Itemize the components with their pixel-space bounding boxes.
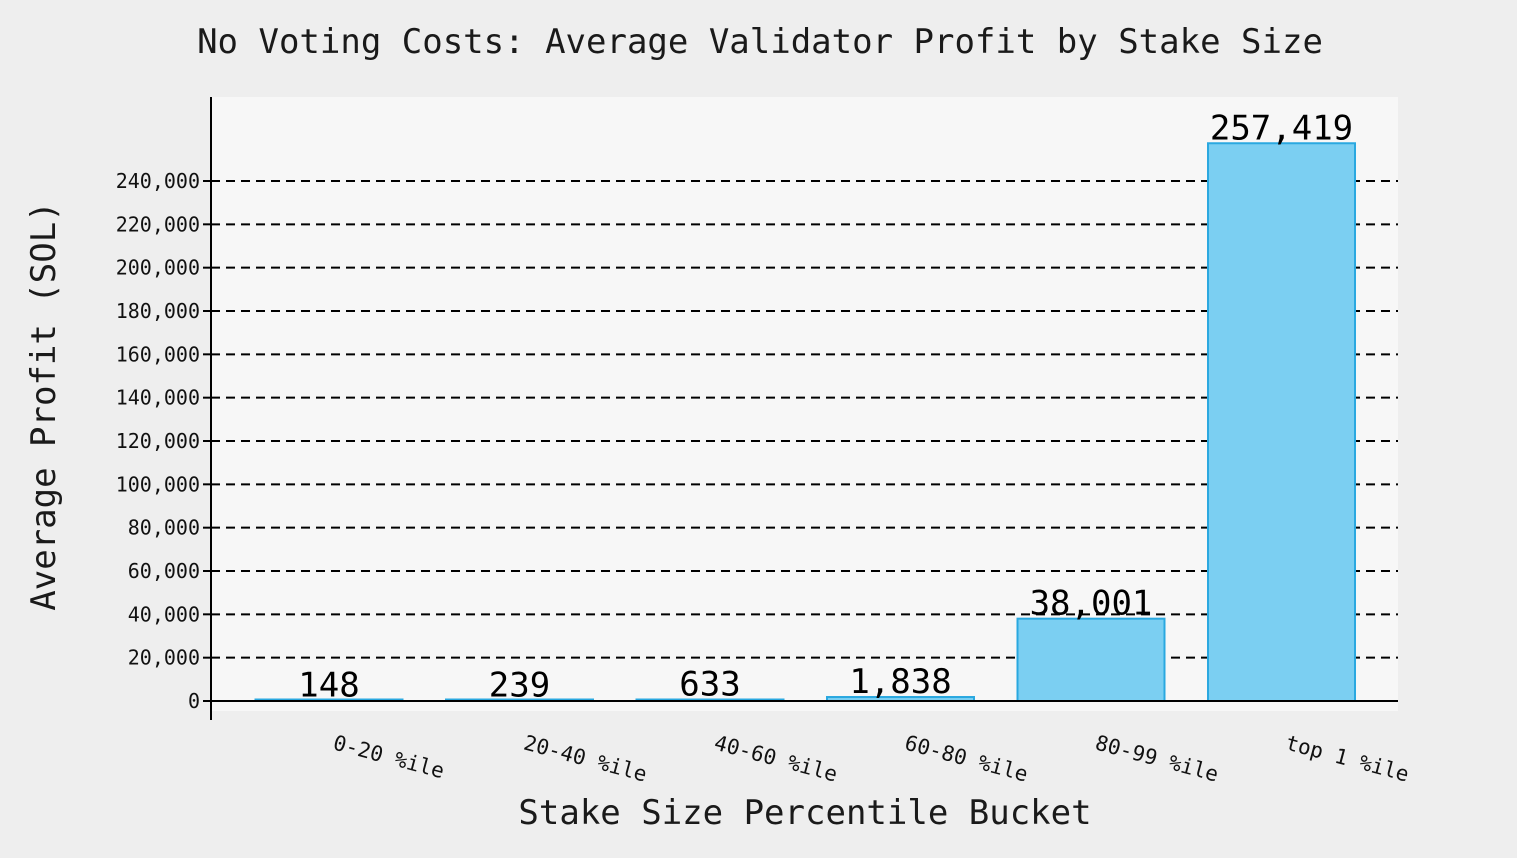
x-tick-label: top 1 %ile <box>1283 731 1411 787</box>
plot-area <box>211 97 1398 711</box>
x-tick-label: 80-99 %ile <box>1093 731 1221 787</box>
y-tick-label: 160,000 <box>116 342 200 366</box>
x-tick-label: 40-60 %ile <box>712 731 840 787</box>
x-tick-label: 20-40 %ile <box>521 731 649 787</box>
y-tick-label: 100,000 <box>116 472 200 496</box>
x-axis-title: Stake Size Percentile Bucket <box>518 793 1091 833</box>
y-tick-label: 40,000 <box>128 602 200 626</box>
data-label: 1,838 <box>849 662 951 702</box>
y-tick-label: 180,000 <box>116 299 200 323</box>
data-label: 239 <box>489 665 550 705</box>
data-label: 148 <box>298 666 359 706</box>
y-tick-label: 80,000 <box>128 516 200 540</box>
data-labels: 148 239 633 1,838 38,001 257,419 <box>298 108 1353 705</box>
y-tick-label: 120,000 <box>116 429 200 453</box>
bar <box>1207 142 1356 702</box>
bar <box>1016 617 1166 702</box>
x-tick-label: 60-80 %ile <box>902 731 1030 787</box>
y-tick-label: 0 <box>188 689 200 713</box>
y-tick-label: 20,000 <box>128 646 200 670</box>
data-label: 633 <box>679 665 740 705</box>
data-label: 38,001 <box>1030 584 1153 624</box>
y-tick-labels: 0 20,000 40,000 60,000 80,000 100,000 120,000 1… <box>116 169 211 713</box>
y-axis-title: Average Profit (SOL) <box>24 201 64 610</box>
x-tick-label: 0-20 %ile <box>331 731 447 784</box>
y-tick-label: 240,000 <box>116 169 200 193</box>
data-label: 257,419 <box>1210 108 1353 148</box>
y-tick-label: 140,000 <box>116 386 200 410</box>
y-tick-label: 60,000 <box>128 559 200 583</box>
y-tick-label: 200,000 <box>116 256 200 280</box>
grid-lines <box>211 180 1398 659</box>
chart-title: No Voting Costs: Average Validator Profi… <box>197 22 1323 62</box>
x-tick-labels: 0-20 %ile 20-40 %ile 40-60 %ile 60-80 %ile 8… <box>331 731 1412 787</box>
y-tick-label: 220,000 <box>116 212 200 236</box>
